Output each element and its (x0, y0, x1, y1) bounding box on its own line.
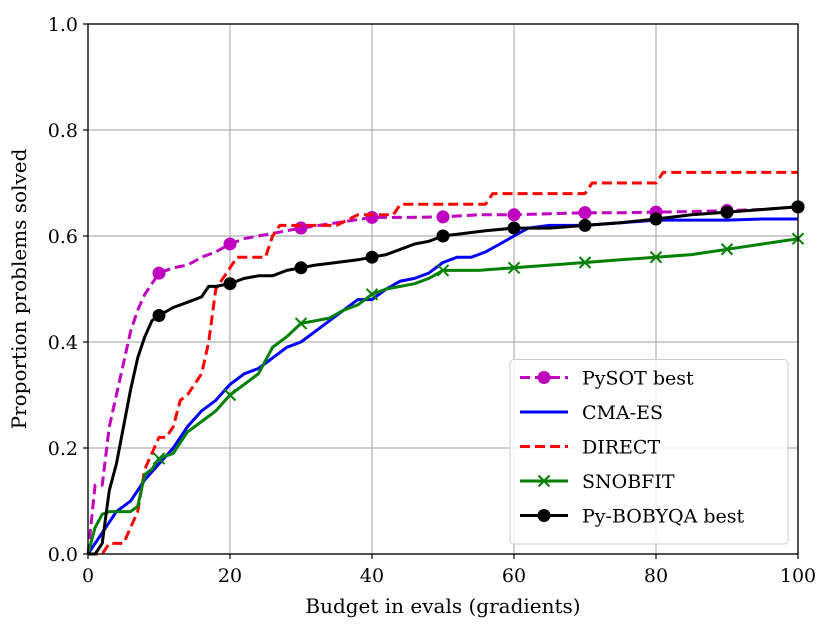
py-bobyqa-best-point (578, 218, 592, 232)
pysot-best-point (507, 208, 521, 222)
legend-label: CMA-ES (582, 402, 663, 424)
legend-pysot-best-point (537, 371, 551, 384)
py-bobyqa-best-point (223, 277, 237, 291)
py-bobyqa-best-point (294, 261, 308, 275)
snobfit-point (436, 264, 450, 277)
y-tick-label: 0.0 (48, 544, 78, 566)
y-tick-label: 0.6 (48, 226, 78, 248)
legend-item-direct: DIRECT (520, 437, 660, 459)
y-tick-label: 1.0 (48, 14, 78, 36)
snobfit-point (720, 243, 734, 256)
y-tick-label: 0.8 (48, 120, 78, 142)
legend-snobfit-point (537, 474, 551, 488)
x-tick-label: 40 (360, 565, 384, 587)
py-bobyqa-best-point (507, 221, 521, 235)
legend-item-snobfit: SNOBFIT (520, 471, 675, 493)
y-tick-label: 0.2 (48, 438, 78, 460)
py-bobyqa-best-point (152, 309, 166, 322)
legend-box (509, 359, 789, 545)
snobfit-point (507, 261, 521, 275)
x-tick-label: 80 (644, 565, 668, 587)
snobfit-point (365, 288, 379, 301)
pysot-best-point (436, 210, 450, 224)
legend-py-bobyqa-best-point (537, 509, 551, 522)
x-tick-label: 100 (780, 565, 816, 587)
pysot-best-point (294, 221, 308, 235)
series-layer (86, 170, 805, 556)
pysot-best-point (578, 206, 592, 220)
legend-label: Py-BOBYQA best (582, 506, 744, 528)
x-tick-label: 60 (502, 565, 526, 587)
x-axis-label: Budget in evals (gradients) (305, 594, 580, 618)
pysot-best-point (152, 266, 166, 280)
snobfit-point (152, 452, 166, 465)
y-tick-label: 0.4 (48, 332, 78, 354)
legend-item-pysot-best: PySOT best (520, 368, 694, 390)
py-bobyqa-best-point (436, 229, 450, 243)
snobfit-point (578, 256, 592, 269)
plot-frame (87, 23, 799, 555)
pysot-best-point (365, 210, 379, 224)
py-bobyqa-best-point (649, 212, 663, 226)
legend-label: PySOT best (582, 368, 694, 390)
legend-label: DIRECT (582, 437, 660, 459)
py-bobyqa-best-point (720, 205, 734, 219)
legend: PySOT best CMA-ES DIRECT SNOBFIT Py-BOBYQA b… (509, 359, 789, 545)
x-tick-label: 20 (218, 565, 242, 587)
axis-ticks: 0 20 40 60 80 100 0.0 0.2 0.4 0.6 0.8 1.0 (48, 14, 816, 587)
series-py-bobyqa-best (88, 200, 805, 556)
pysot-best-line (86, 205, 799, 555)
legend-label: SNOBFIT (582, 471, 675, 493)
snobfit-point (294, 317, 308, 330)
pysot-best-point (223, 237, 237, 251)
legend-item-cma-es: CMA-ES (520, 402, 663, 424)
y-axis-label: Proportion problems solved (7, 148, 31, 429)
py-bobyqa-best-point (365, 250, 379, 264)
x-tick-label: 0 (82, 565, 94, 587)
py-bobyqa-best-line (88, 205, 799, 556)
legend-item-py-bobyqa-best: Py-BOBYQA best (520, 506, 744, 528)
snobfit-point (223, 388, 237, 402)
snobfit-point (649, 250, 663, 264)
